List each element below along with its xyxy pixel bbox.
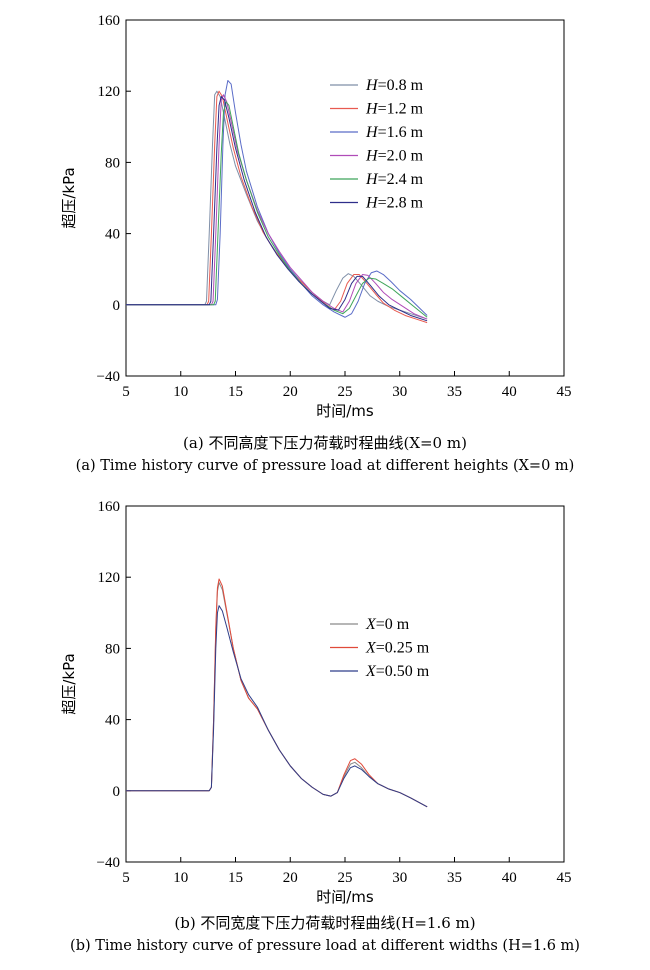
legend-entry: H=2.8 m xyxy=(365,195,424,212)
x-tick-label: 35 xyxy=(447,870,462,886)
legend-entry: H=1.6 m xyxy=(365,124,424,141)
series-line-5 xyxy=(126,96,428,322)
chart-panel-b: 5 10 15 20 25 30 35 40 45 −40 0 40 80 120 160 时间/ms 超压/k… xyxy=(0,488,650,970)
x-axis-label: 时间/ms xyxy=(316,402,374,420)
x-tick-label: 30 xyxy=(392,870,407,886)
y-tick-label: 80 xyxy=(105,155,120,171)
caption-a-cn: (a) 不同高度下压力荷载时程曲线(X=0 m) xyxy=(183,434,467,452)
y-axis-label: 超压/kPa xyxy=(60,167,78,228)
y-tick-label: 0 xyxy=(113,298,121,314)
series-line-3 xyxy=(126,94,428,320)
x-tick-label: 15 xyxy=(228,384,243,400)
chart-a: 5 10 15 20 25 30 35 40 45 −40 0 40 80 120 160 时间/ms 超压/k… xyxy=(60,13,572,420)
y-tick-label: 0 xyxy=(113,784,121,800)
x-tick-label: 10 xyxy=(173,870,188,886)
series-line-2 xyxy=(126,605,428,808)
series-line-1 xyxy=(126,578,428,808)
legend-entry: H=1.2 m xyxy=(365,101,424,118)
legend-entry: H=0.8 m xyxy=(365,77,424,94)
y-tick-label: 160 xyxy=(98,499,121,515)
x-tick-label: 15 xyxy=(228,870,243,886)
x-tick-label: 5 xyxy=(122,384,130,400)
legend-entry: X=0 m xyxy=(365,616,410,633)
x-tick-label: 30 xyxy=(392,384,407,400)
series-line-0 xyxy=(126,90,428,320)
x-tick-label: 20 xyxy=(283,870,298,886)
x-axis-label: 时间/ms xyxy=(316,888,374,906)
legend-entry: X=0.50 m xyxy=(365,663,430,680)
caption-b-en: (b) Time history curve of pressure load … xyxy=(70,938,580,954)
legend-entry: H=2.0 m xyxy=(365,148,424,165)
y-tick-label: −40 xyxy=(97,855,120,871)
y-tick-label: 120 xyxy=(98,570,121,586)
x-tick-label: 45 xyxy=(557,870,572,886)
y-tick-label: 40 xyxy=(105,227,120,243)
caption-b-cn: (b) 不同宽度下压力荷载时程曲线(H=1.6 m) xyxy=(174,914,476,932)
x-tick-label: 45 xyxy=(557,384,572,400)
plot-frame xyxy=(125,19,565,377)
y-axis-label: 超压/kPa xyxy=(60,653,78,714)
legend-entry: H=2.4 m xyxy=(365,171,424,188)
legend-entry: X=0.25 m xyxy=(365,640,430,657)
y-tick-label: −40 xyxy=(97,369,120,385)
chart-panel-a: 5 10 15 20 25 30 35 40 45 −40 0 40 80 120 160 时间/ms 超压/k… xyxy=(60,13,575,474)
x-tick-label: 40 xyxy=(502,870,517,886)
x-tick-label: 10 xyxy=(173,384,188,400)
caption-a-en: (a) Time history curve of pressure load … xyxy=(75,458,575,474)
x-tick-label: 5 xyxy=(122,870,130,886)
y-tick-label: 120 xyxy=(98,84,121,100)
y-tick-label: 80 xyxy=(105,641,120,657)
x-tick-label: 40 xyxy=(502,384,517,400)
y-tick-label: 160 xyxy=(98,13,121,29)
x-tick-label: 20 xyxy=(283,384,298,400)
x-tick-label: 25 xyxy=(338,870,353,886)
plot-frame xyxy=(125,505,565,863)
x-tick-label: 25 xyxy=(338,384,353,400)
chart-b: 5 10 15 20 25 30 35 40 45 −40 0 40 80 120 160 时间/ms 超压/k… xyxy=(60,499,572,906)
y-tick-label: 40 xyxy=(105,713,120,729)
x-tick-label: 35 xyxy=(447,384,462,400)
